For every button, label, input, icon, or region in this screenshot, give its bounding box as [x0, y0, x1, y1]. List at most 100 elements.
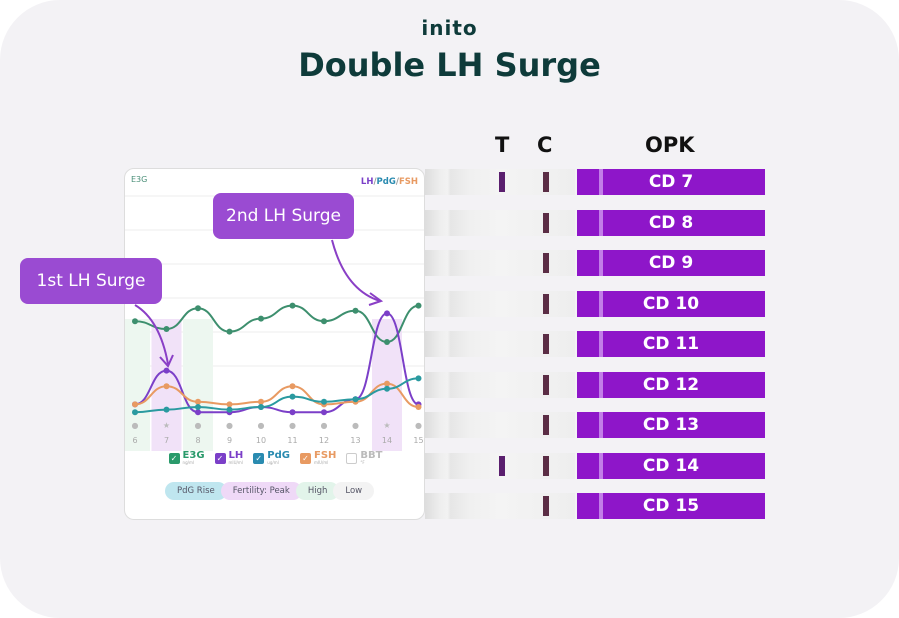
pdg-point	[289, 393, 296, 400]
opk-strip: CD 7	[425, 169, 765, 195]
day-tick-label: 6	[132, 436, 137, 445]
control-line	[543, 496, 549, 516]
fsh-point	[132, 401, 138, 408]
opk-strip: CD 12	[425, 371, 765, 398]
control-line	[543, 334, 549, 354]
day-tick-label: 7	[164, 436, 169, 445]
page-title: Double LH Surge	[298, 46, 601, 84]
cycle-day-label: CD 13	[577, 412, 765, 438]
day-dot-icon: ●	[352, 421, 359, 430]
fsh-axis-label: FSH	[398, 177, 418, 187]
pdg-axis-label: PdG	[376, 177, 396, 187]
opk-strip: CD 14	[425, 452, 765, 479]
legend-unit: ng/ml	[182, 460, 194, 465]
chart-legend: ✓ E3G ng/ml ✓ LH mIU/ml ✓ PdG ug/ml ✓ FSH mIU/ml BBT…	[125, 450, 424, 465]
checkbox-checked-icon[interactable]: ✓	[168, 452, 180, 464]
header-test-line: T	[495, 133, 510, 157]
opk-strip: CD 9	[425, 250, 765, 276]
second-lh-surge-callout: 2nd LH Surge	[213, 193, 354, 239]
legend-unit: ug/ml	[267, 460, 279, 465]
pdg-point	[226, 406, 233, 413]
strip-window	[425, 493, 575, 519]
day-dot-icon: ●	[289, 421, 296, 430]
checkbox-checked-icon[interactable]: ✓	[214, 452, 226, 464]
separator: /	[373, 177, 377, 187]
legend-label: PdG	[267, 450, 290, 461]
e3g-point	[352, 307, 359, 314]
control-line	[543, 172, 549, 192]
cycle-day-label: CD 10	[577, 290, 765, 317]
pdg-point	[415, 375, 422, 382]
legend-unit: mIU/ml	[228, 460, 243, 465]
lh-point	[195, 409, 201, 416]
legend-label: FSH	[313, 450, 337, 461]
hormone-chart: ● 6 ★ 7 ● 8 ● 9 ● 10 ● 11 ● 12 ● 13 ★ 14 ● 15	[125, 195, 424, 451]
test-line	[499, 172, 505, 192]
e3g-point	[384, 339, 390, 345]
day-dot-icon: ●	[415, 421, 422, 430]
cycle-day-label: CD 15	[577, 493, 765, 519]
control-line	[543, 374, 549, 395]
control-line	[543, 212, 549, 233]
arrow-head	[368, 292, 384, 306]
pdg-point	[321, 398, 327, 405]
strip-window	[425, 209, 575, 236]
legend-item-pdg[interactable]: ✓ PdG ug/ml	[253, 451, 290, 465]
lh-point	[321, 409, 327, 416]
pdg-point	[384, 385, 390, 392]
e3g-axis-label: E3G	[131, 175, 148, 184]
cycle-day-label: CD 11	[577, 331, 765, 357]
strip-window	[425, 412, 575, 438]
legend-label: E3G	[182, 450, 205, 461]
e3g-point	[415, 302, 422, 309]
peak-star-icon: ★	[163, 421, 170, 430]
checkbox-checked-icon[interactable]: ✓	[253, 452, 265, 464]
e3g-point	[289, 302, 296, 309]
cycle-day-label: CD 8	[577, 209, 765, 236]
arrow-to-first-surge	[134, 304, 169, 365]
fsh-point	[415, 404, 422, 410]
fertility-pill: High	[295, 482, 340, 500]
cycle-day-label: CD 12	[577, 371, 765, 398]
opk-strip: CD 10	[425, 290, 765, 317]
fertility-legend: PdG Rise Fertility: Peak High Low	[165, 482, 375, 500]
e3g-point	[195, 305, 201, 312]
legend-item-e3g[interactable]: ✓ E3G ng/ml	[168, 450, 205, 465]
legend-unit: mIU/ml	[313, 460, 329, 465]
fsh-point	[384, 380, 390, 387]
lh-line	[134, 312, 419, 414]
e3g-point	[321, 318, 327, 325]
lh-point	[163, 367, 170, 374]
legend-item-fsh[interactable]: ✓ FSH mIU/ml	[299, 450, 337, 465]
pdg-point	[258, 404, 264, 410]
control-line	[543, 415, 549, 435]
fertility-pill: Low	[333, 482, 375, 500]
day-dot-icon: ●	[226, 421, 233, 430]
control-line	[543, 293, 549, 314]
day-tick-label: 10	[256, 436, 266, 445]
legend-unit: °F	[360, 460, 365, 465]
legend-item-bbt[interactable]: BBT °F	[346, 451, 382, 465]
pdg-point	[352, 396, 359, 403]
legend-item-lh[interactable]: ✓ LH mIU/ml	[214, 451, 243, 465]
day-dot-icon: ●	[258, 421, 265, 430]
first-lh-surge-callout: 1st LH Surge	[20, 258, 162, 304]
test-line	[499, 455, 505, 476]
cycle-day-label: CD 7	[577, 169, 765, 195]
fsh-line	[134, 382, 419, 408]
strip-window	[425, 371, 575, 398]
day-tick-label: 8	[195, 436, 200, 445]
fsh-point	[226, 401, 233, 408]
fsh-point	[163, 383, 170, 390]
checkbox-checked-icon[interactable]: ✓	[299, 452, 311, 464]
e3g-point	[258, 315, 264, 322]
day-tick-label: 9	[227, 436, 232, 445]
checkbox-empty-icon[interactable]	[346, 452, 358, 464]
fsh-point	[258, 398, 264, 405]
header-control-line: C	[537, 133, 553, 157]
day-tick-label: 12	[319, 436, 329, 445]
e3g-point	[163, 326, 170, 332]
fertility-band-high	[183, 319, 213, 451]
control-line	[543, 455, 549, 476]
